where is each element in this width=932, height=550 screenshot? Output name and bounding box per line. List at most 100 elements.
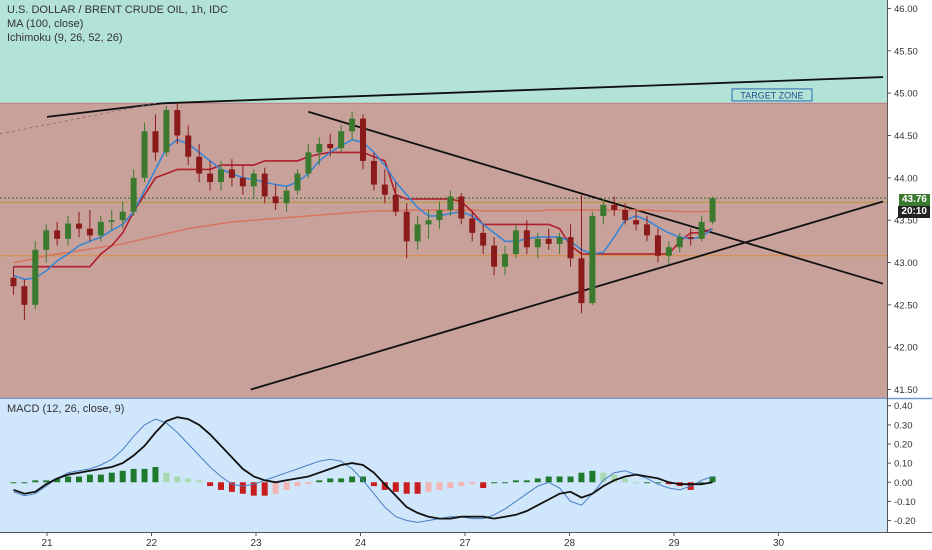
x-tick-label-0: 21 bbox=[41, 538, 53, 549]
x-tick-label-1: 22 bbox=[146, 538, 158, 549]
macd-bar-30 bbox=[338, 478, 345, 483]
candle-body-60 bbox=[665, 247, 672, 256]
macd-bar-4 bbox=[54, 478, 61, 483]
candle-53 bbox=[589, 211, 596, 305]
macd-bar-0 bbox=[10, 482, 17, 484]
candle-8 bbox=[97, 215, 104, 242]
candle-body-29 bbox=[327, 143, 334, 149]
candle-body-45 bbox=[502, 254, 508, 267]
candle-body-11 bbox=[130, 177, 137, 212]
macd-bar-2 bbox=[32, 480, 39, 483]
legend-ma: MA (100, close) bbox=[7, 18, 84, 30]
candle-body-31 bbox=[349, 118, 356, 132]
ma-line bbox=[13, 209, 713, 264]
candle-body-25 bbox=[283, 190, 290, 204]
macd-bar-57 bbox=[633, 482, 640, 484]
candle-body-47 bbox=[523, 230, 530, 248]
macd-bar-27 bbox=[305, 482, 312, 485]
candle-body-8 bbox=[97, 221, 104, 236]
candle-21 bbox=[239, 165, 246, 195]
candle-body-63 bbox=[698, 221, 705, 239]
trendline-3 bbox=[250, 200, 884, 391]
candle-body-2 bbox=[32, 249, 39, 305]
candle-body-44 bbox=[491, 245, 498, 267]
macd-bar-16 bbox=[185, 478, 192, 483]
candle-29 bbox=[327, 133, 334, 157]
macd-bar-55 bbox=[611, 474, 618, 483]
trendline-dashed bbox=[0, 102, 157, 135]
macd-bar-26 bbox=[294, 482, 301, 487]
x-tick-label-3: 24 bbox=[355, 538, 367, 549]
price-tick-label-3: 44.50 bbox=[894, 131, 918, 142]
candle-body-62 bbox=[687, 237, 694, 239]
candle-22 bbox=[250, 169, 257, 199]
macd-bar-22 bbox=[250, 482, 257, 496]
macd-tick-label-4: 0.00 bbox=[894, 478, 913, 489]
macd-bar-47 bbox=[523, 480, 530, 483]
candle-body-28 bbox=[316, 143, 323, 153]
macd-bar-54 bbox=[600, 472, 607, 483]
candle-52 bbox=[578, 194, 585, 314]
macd-bar-40 bbox=[447, 482, 454, 488]
candle-body-12 bbox=[141, 131, 148, 178]
candle-51 bbox=[567, 224, 574, 267]
macd-bar-5 bbox=[65, 476, 72, 483]
candle-3 bbox=[43, 224, 50, 263]
candle-body-6 bbox=[76, 223, 82, 229]
price-tick-label-2: 45.00 bbox=[894, 89, 918, 100]
candle-body-18 bbox=[207, 173, 214, 183]
macd-tick-label-2: 0.20 bbox=[894, 440, 913, 451]
macd-bar-28 bbox=[316, 480, 323, 483]
candle-body-36 bbox=[403, 211, 410, 242]
price-tick-label-4: 44.00 bbox=[894, 173, 918, 184]
candle-body-55 bbox=[611, 204, 618, 211]
macd-tick-label-3: 0.10 bbox=[894, 459, 913, 470]
candle-body-27 bbox=[305, 152, 312, 174]
macd-line bbox=[13, 416, 713, 520]
candle-body-41 bbox=[458, 196, 465, 219]
candle-body-17 bbox=[196, 156, 203, 174]
macd-bar-39 bbox=[436, 482, 443, 490]
candle-body-38 bbox=[425, 220, 432, 225]
candle-body-26 bbox=[294, 173, 301, 191]
macd-bar-50 bbox=[556, 476, 563, 483]
candle-37 bbox=[414, 215, 421, 250]
price-tick-label-8: 42.00 bbox=[894, 343, 918, 354]
macd-bar-31 bbox=[349, 476, 356, 483]
macd-panel bbox=[0, 400, 887, 532]
candle-body-4 bbox=[54, 230, 61, 239]
candle-body-49 bbox=[545, 238, 552, 244]
price-tick-label-5: 43.50 bbox=[894, 216, 918, 227]
candle-body-20 bbox=[228, 169, 235, 178]
candle-body-58 bbox=[644, 224, 650, 236]
trendline-1 bbox=[161, 76, 884, 105]
candle-body-46 bbox=[512, 230, 519, 255]
macd-bar-63 bbox=[698, 482, 705, 484]
candle-5 bbox=[65, 215, 72, 246]
candle-35 bbox=[392, 182, 399, 216]
candle-24 bbox=[272, 184, 279, 211]
macd-bar-3 bbox=[43, 480, 50, 483]
candle-body-33 bbox=[370, 160, 377, 185]
candle-34 bbox=[381, 169, 388, 204]
candle-63 bbox=[698, 215, 705, 242]
candle-23 bbox=[261, 167, 268, 204]
x-tick-label-7: 30 bbox=[773, 538, 785, 549]
candle-36 bbox=[403, 203, 410, 259]
macd-bar-25 bbox=[283, 482, 290, 490]
candle-body-42 bbox=[469, 218, 476, 233]
candle-44 bbox=[491, 237, 498, 276]
macd-bar-12 bbox=[141, 468, 148, 483]
candle-body-16 bbox=[185, 135, 192, 157]
macd-bar-64 bbox=[709, 476, 716, 483]
candle-body-56 bbox=[622, 210, 629, 221]
candle-18 bbox=[207, 160, 214, 191]
candle-43 bbox=[480, 224, 487, 255]
macd-bar-56 bbox=[622, 478, 629, 483]
candle-15 bbox=[174, 103, 181, 144]
macd-bar-43 bbox=[480, 482, 487, 488]
macd-bar-34 bbox=[381, 482, 388, 490]
macd-bar-13 bbox=[152, 466, 159, 483]
